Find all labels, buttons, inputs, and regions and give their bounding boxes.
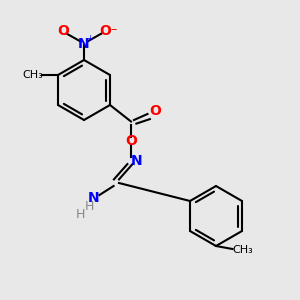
Text: H: H: [84, 200, 94, 214]
Text: O: O: [149, 104, 161, 118]
Text: +: +: [86, 34, 93, 43]
Text: H: H: [75, 208, 85, 221]
Text: N: N: [88, 191, 99, 205]
Text: O: O: [125, 134, 137, 148]
Text: CH₃: CH₃: [232, 244, 254, 255]
Text: –: –: [110, 22, 116, 36]
Text: O: O: [99, 25, 111, 38]
Text: N: N: [78, 37, 90, 50]
Text: O: O: [57, 25, 69, 38]
Text: N: N: [131, 154, 143, 167]
Text: CH₃: CH₃: [22, 70, 43, 80]
